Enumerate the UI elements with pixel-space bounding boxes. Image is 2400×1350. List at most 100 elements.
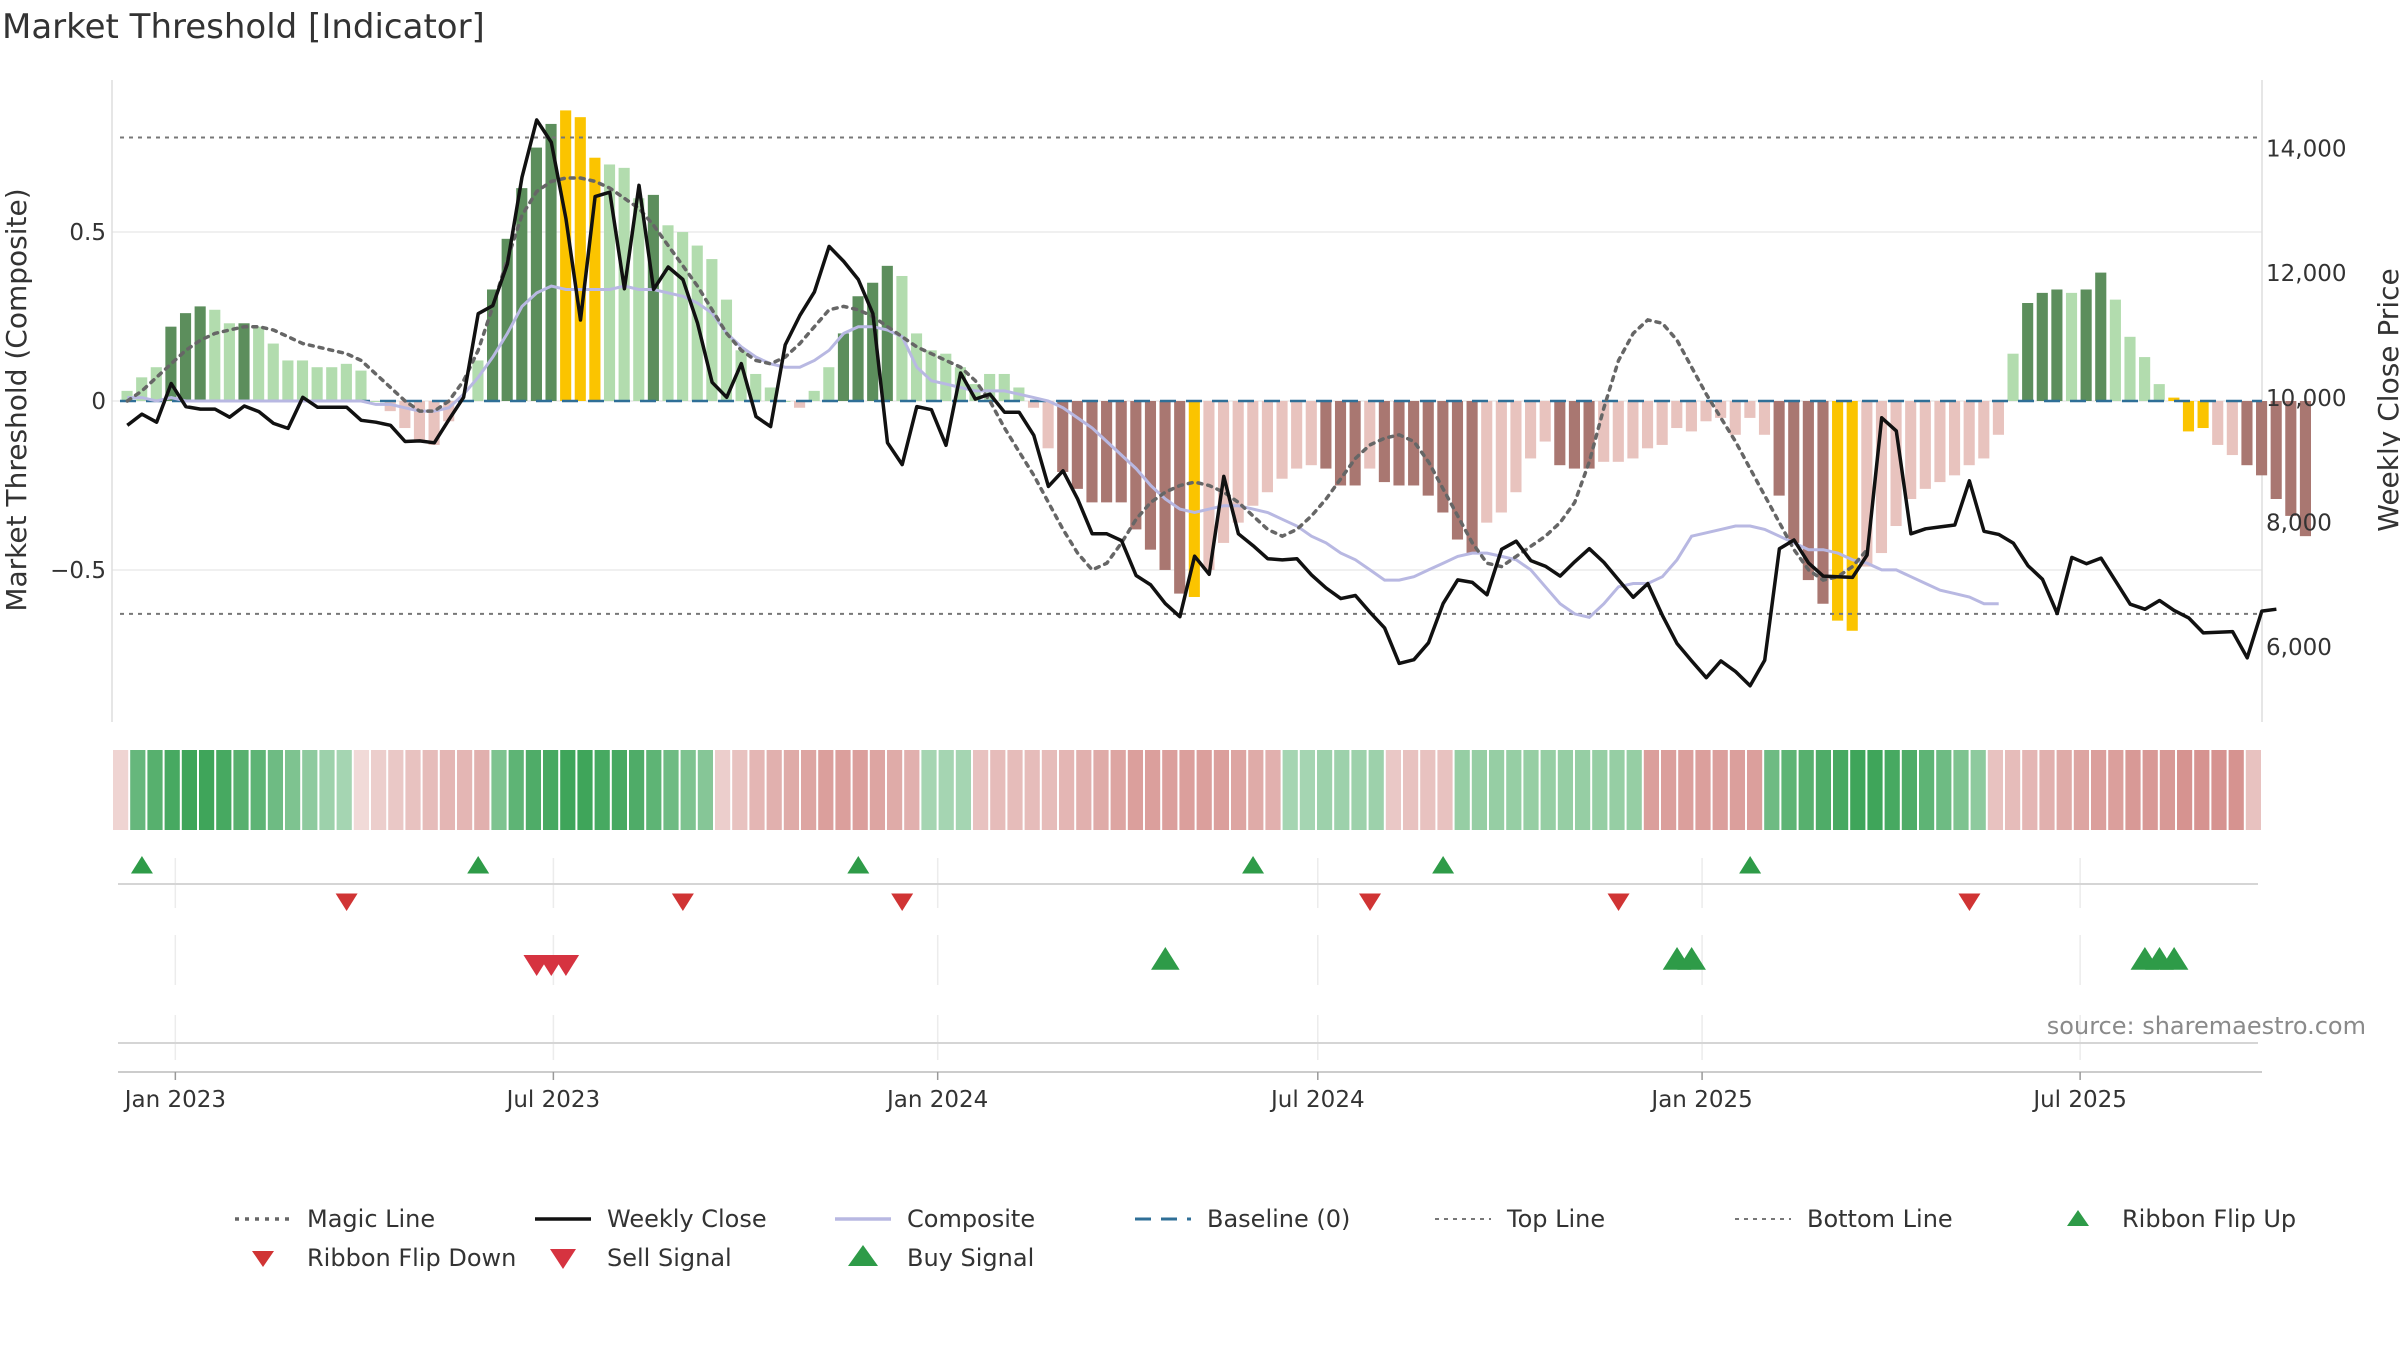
ribbon-cell (388, 750, 404, 830)
composite-bar (1949, 401, 1961, 476)
composite-bar (2153, 384, 2165, 401)
buy-signal-marker (1677, 947, 1706, 970)
ribbon-cell (525, 750, 541, 830)
lower-panel-grid (174, 858, 2081, 1060)
composite-bar (954, 367, 966, 401)
composite-bar (647, 194, 659, 401)
ribbon-cell (887, 750, 903, 830)
ribbon-cell (1093, 750, 1109, 830)
x-axis-ticks: Jan 2023 Jul 2023 Jan 2024 Jul 2024 Jan 2025… (123, 1072, 2127, 1113)
legend-label: Bottom Line (1807, 1205, 1953, 1233)
legend-label: Buy Signal (907, 1244, 1034, 1272)
ribbon-cell (2108, 750, 2124, 830)
composite-bar (2197, 401, 2209, 429)
ribbon-cell (1007, 750, 1023, 830)
ribbon-cell (1248, 750, 1264, 830)
composite-bar (706, 259, 718, 401)
composite-bar (1291, 401, 1303, 469)
composite-bar (1539, 401, 1551, 442)
ribbon-cell (2245, 750, 2261, 830)
composite-bar (589, 157, 601, 401)
ribbon-cell (250, 750, 266, 830)
legend-item: Composite (835, 1205, 1035, 1233)
composite-bar (1247, 401, 1259, 506)
composite-bar (355, 370, 367, 401)
ribbon-cell (1454, 750, 1470, 830)
composite-bar (574, 117, 586, 401)
ribbon-cell (2073, 750, 2089, 830)
legend-item: Ribbon Flip Up (2067, 1205, 2296, 1233)
ribbon-cell (2022, 750, 2038, 830)
ribbon-cell (1919, 750, 1935, 830)
left-tick-label: 0.5 (69, 220, 106, 246)
composite-bar (2065, 292, 2078, 401)
composite-bar (1320, 401, 1332, 469)
composite-bar (764, 387, 776, 401)
ribbon-cell (663, 750, 679, 830)
composite-bar (194, 306, 206, 401)
ribbon-cell (2056, 750, 2072, 830)
right-tick-label: 6,000 (2266, 635, 2332, 661)
ribbon-cell (113, 750, 129, 830)
composite-bar (1773, 401, 1785, 496)
composite-bar (1408, 401, 1420, 486)
composite-bar (428, 401, 440, 445)
composite-bar (1378, 401, 1390, 483)
composite-bar (1334, 401, 1347, 486)
right-tick-label: 14,000 (2266, 137, 2346, 163)
composite-bar (2124, 336, 2136, 401)
left-tick-label: 0 (91, 389, 106, 415)
composite-bar (1554, 401, 1566, 466)
x-tick-label: Jan 2024 (885, 1087, 988, 1113)
legend-swatch-buy (848, 1245, 878, 1266)
ribbon-cell (1729, 750, 1745, 830)
composite-bar (370, 401, 382, 402)
composite-bar (1115, 401, 1127, 503)
ribbon-cell (801, 750, 817, 830)
ribbon-cell (1523, 750, 1539, 830)
composite-bar (1832, 401, 1844, 621)
composite-bar (1758, 401, 1771, 435)
composite-bar (1685, 401, 1697, 432)
ribbon-cell (147, 750, 163, 830)
composite-bar (808, 390, 820, 401)
composite-bar (136, 377, 148, 401)
composite-bar (1495, 401, 1507, 513)
composite-bar (238, 323, 250, 401)
legend-swatch-sell (550, 1249, 576, 1269)
composite-bar (1027, 401, 1040, 408)
composite-bar (1671, 401, 1683, 429)
ribbon-cell (1351, 750, 1367, 830)
ribbon-cell (2194, 750, 2210, 830)
ribbon-cell (2177, 750, 2193, 830)
composite-bar (1481, 401, 1493, 523)
sell-signal-marker (552, 955, 580, 976)
ribbon-cell (938, 750, 954, 830)
composite-bar (1422, 401, 1434, 496)
composite-bar (2036, 292, 2048, 401)
buy-signal-marker (2159, 947, 2189, 970)
ribbon-cell (1970, 750, 1986, 830)
ribbon-cell (371, 750, 387, 830)
ribbon-cell (1626, 750, 1642, 830)
ribbon-cell (1317, 750, 1333, 830)
ribbon-cell (543, 750, 559, 830)
ribbon-cell (869, 750, 885, 830)
composite-bar (2095, 272, 2107, 401)
left-axis-ticks: 0.5 0 −0.5 (50, 220, 106, 584)
ribbon-cell (1953, 750, 1969, 830)
composite-bar (2109, 299, 2121, 401)
composite-bar (984, 373, 996, 401)
ribbon-cell (921, 750, 937, 830)
ribbon-cell (1540, 750, 1556, 830)
composite-bar (2212, 401, 2224, 445)
composite-bar (2051, 289, 2063, 401)
ribbon-cell (1661, 750, 1677, 830)
ribbon-cell (439, 750, 455, 830)
legend-label: Magic Line (307, 1205, 435, 1233)
composite-bar (2182, 401, 2195, 432)
ribbon-cell (199, 750, 215, 830)
ribbon-cell (680, 750, 696, 830)
composite-bar (1919, 401, 1931, 489)
ribbon-cell (491, 750, 507, 830)
